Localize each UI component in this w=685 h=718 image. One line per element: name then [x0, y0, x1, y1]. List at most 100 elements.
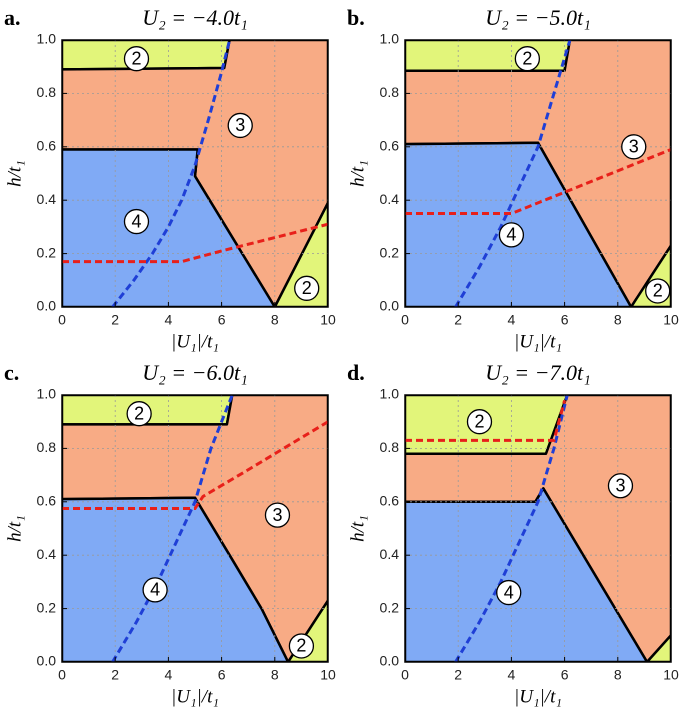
panel-label: d. [347, 360, 365, 385]
y-tick-label: 0.4 [380, 546, 400, 562]
region-badge [514, 46, 541, 72]
dashed-line [111, 40, 232, 307]
region-badge [607, 473, 634, 499]
x-tick-label: 6 [218, 667, 226, 683]
region-label: 3 [235, 115, 245, 135]
plot-frame [61, 39, 329, 308]
y-axis-label: h/t₁ [4, 160, 25, 187]
y-tick-label: 1.0 [380, 386, 400, 402]
region-badge [264, 502, 291, 528]
dashed-line [62, 420, 328, 510]
x-tick-label: 2 [454, 312, 462, 328]
y-tick-label: 0.4 [37, 191, 57, 207]
panel-label: a. [4, 5, 21, 30]
x-tick-label: 4 [508, 312, 516, 328]
y-tick-label: 0.2 [37, 244, 57, 260]
y-tick-label: 0.4 [380, 191, 400, 207]
chart-title: U₂ = −6.0t₁ [142, 360, 248, 385]
plot-frame [61, 394, 329, 663]
region-label: 3 [615, 476, 625, 496]
region-label: 4 [506, 225, 516, 245]
y-tick-label: 0.0 [380, 653, 400, 669]
region-label: 2 [653, 281, 663, 301]
x-axis-label: |U₁|/t₁ [514, 331, 562, 352]
x-tick-label: 2 [111, 667, 119, 683]
x-tick-label: 6 [561, 667, 569, 683]
y-tick-label: 1.0 [37, 31, 57, 47]
phase-region [62, 496, 290, 662]
x-tick-label: 6 [218, 312, 226, 328]
region-badge [466, 409, 493, 435]
region-label: 2 [522, 48, 532, 68]
panel-label: b. [347, 5, 365, 30]
y-tick-label: 0.8 [37, 439, 57, 455]
x-axis-label: |U₁|/t₁ [514, 686, 562, 707]
region-label: 3 [272, 505, 282, 525]
region-label: 3 [629, 137, 639, 157]
x-tick-label: 8 [271, 312, 279, 328]
y-tick-label: 0.8 [380, 84, 400, 100]
y-tick-label: 0.6 [37, 493, 57, 509]
region-badge [126, 401, 152, 427]
y-tick-label: 0.0 [380, 298, 400, 314]
dashed-line [111, 395, 234, 662]
region-badge [142, 577, 168, 603]
y-tick-label: 0.0 [37, 653, 57, 669]
region-label: 2 [302, 278, 312, 298]
y-axis-label: h/t₁ [347, 515, 368, 542]
panel: 2 3 4 2 0 2 4 6 8 10 0.0 0.2 0.4 0.6 0.8 1.0 b. U₂ = −5.0… [347, 5, 679, 352]
x-axis-label: |U₁|/t₁ [171, 686, 219, 707]
y-tick-label: 0.8 [37, 84, 57, 100]
y-tick-label: 1.0 [37, 386, 57, 402]
panel: 2 3 4 2 0 2 4 6 8 10 0.0 0.2 0.4 0.6 0.8 1.0 a. U₂ = −4.0… [4, 5, 336, 352]
x-tick-label: 0 [401, 312, 409, 328]
region-badge [621, 134, 647, 160]
region-label: 2 [134, 403, 144, 423]
x-tick-label: 8 [614, 667, 622, 683]
x-tick-label: 10 [320, 667, 336, 683]
region-badge [496, 579, 522, 606]
plot-frame [404, 394, 672, 663]
region-label: 2 [131, 48, 141, 68]
chart-title: U₂ = −7.0t₁ [485, 360, 591, 385]
dashed-line [454, 40, 572, 307]
y-tick-label: 1.0 [380, 31, 400, 47]
panel-label: c. [4, 360, 19, 385]
x-tick-label: 4 [165, 667, 173, 683]
region-badge [123, 208, 150, 235]
y-tick-label: 0.4 [37, 546, 57, 562]
region-badge [123, 46, 150, 72]
region-label: 2 [474, 411, 484, 431]
dashed-line [405, 148, 671, 216]
dashed-line [62, 222, 328, 264]
plot-frame [404, 39, 672, 308]
x-tick-label: 10 [663, 312, 679, 328]
x-tick-label: 8 [614, 312, 622, 328]
region-label: 2 [296, 636, 306, 656]
panel: 2 3 4 2 0 2 4 6 8 10 0.0 0.2 0.4 0.6 0.8 1.0 c. U₂ = −6.0… [4, 360, 336, 707]
dashed-line [454, 395, 569, 662]
region-label: 4 [504, 582, 514, 602]
phase-region [645, 634, 671, 662]
dashed-line [405, 399, 567, 442]
x-tick-label: 0 [58, 312, 66, 328]
y-axis-label: h/t₁ [347, 160, 368, 187]
y-tick-label: 0.2 [380, 599, 400, 615]
y-tick-label: 0.2 [37, 599, 57, 615]
region-badge [288, 633, 315, 659]
panel: 2 3 4 0 2 4 6 8 10 0.0 0.2 0.4 0.6 0.8 1.0 d. U₂ = −7.0t… [347, 360, 679, 707]
region-badge [498, 222, 525, 248]
x-tick-label: 0 [401, 667, 409, 683]
x-tick-label: 0 [58, 667, 66, 683]
region-badge [294, 275, 320, 301]
x-tick-label: 2 [454, 667, 462, 683]
y-tick-label: 0.6 [37, 138, 57, 154]
x-tick-label: 4 [165, 312, 173, 328]
region-badge [645, 278, 671, 304]
y-axis-label: h/t₁ [4, 515, 25, 542]
phase-region [405, 40, 572, 72]
y-tick-label: 0.0 [37, 298, 57, 314]
y-tick-label: 0.6 [380, 493, 400, 509]
x-tick-label: 6 [561, 312, 569, 328]
